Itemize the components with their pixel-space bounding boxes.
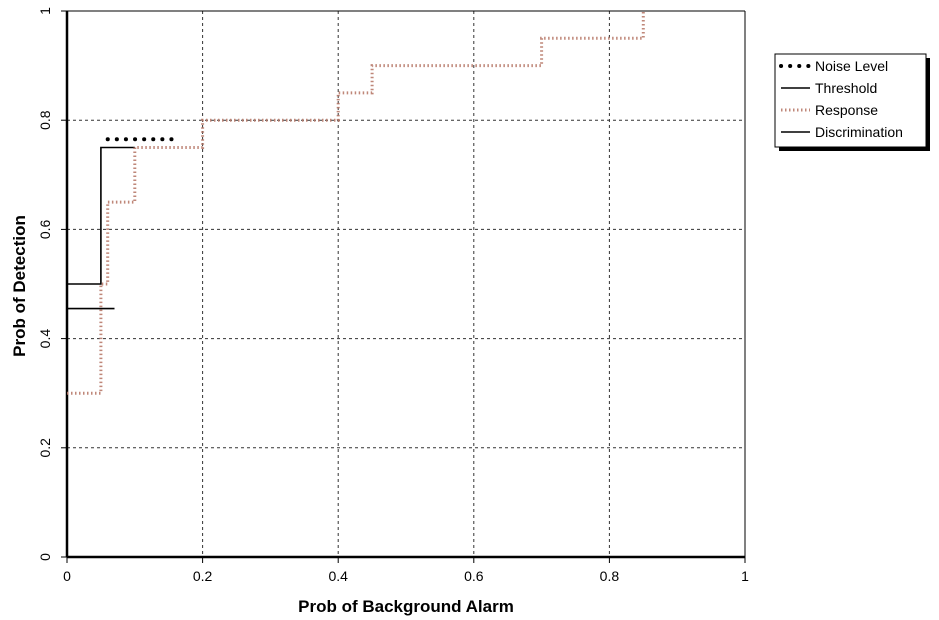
legend-label-discrimination: Discrimination	[815, 124, 903, 140]
legend: Noise Level Threshold Response Discriminati…	[774, 53, 930, 151]
y-tick-label: 0.2	[37, 438, 53, 458]
x-axis-label: Prob of Background Alarm	[298, 597, 514, 616]
axes	[65, 10, 746, 559]
y-axis-label: Prob of Detection	[10, 215, 29, 357]
x-tick-label: 0.4	[328, 568, 348, 584]
y-tick-label: 0.4	[37, 329, 53, 349]
x-tick-label: 1	[741, 568, 749, 584]
x-tick-label: 0.2	[193, 568, 213, 584]
y-tick-label: 1	[37, 7, 53, 15]
y-tick-label: 0.6	[37, 219, 53, 239]
legend-label-noise-level: Noise Level	[815, 58, 888, 74]
x-tick-label: 0.8	[600, 568, 620, 584]
tick-labels: 0 0.2 0.4 0.6 0.8 1 0 0.2 0.4 0.6 0.8 1	[37, 7, 749, 584]
x-tick-label: 0.6	[464, 568, 484, 584]
legend-label-threshold: Threshold	[815, 80, 877, 96]
legend-label-response: Response	[815, 102, 878, 118]
series-lines	[67, 11, 645, 395]
grid-lines	[67, 11, 745, 557]
y-tick-label: 0.8	[37, 110, 53, 130]
x-tick-label: 0	[63, 568, 71, 584]
series-line-response	[67, 11, 645, 395]
series-line-threshold	[67, 146, 135, 285]
y-tick-label: 0	[37, 553, 53, 561]
